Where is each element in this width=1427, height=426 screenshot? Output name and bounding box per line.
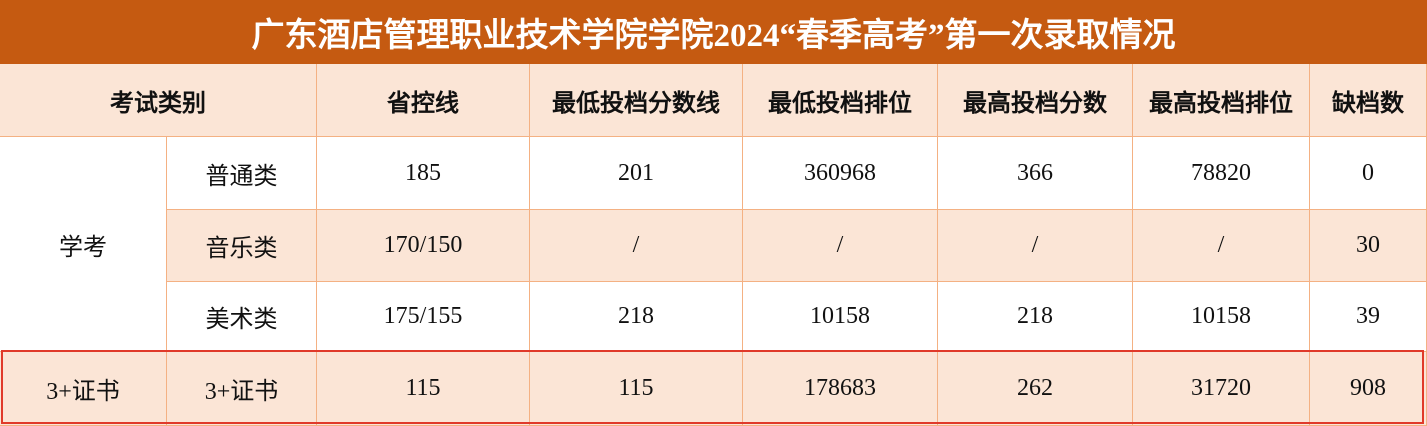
column-header: 最低投档排位 <box>743 64 938 137</box>
table-cell: 262 <box>938 352 1133 426</box>
column-header: 省控线 <box>317 64 530 137</box>
table-cell: / <box>530 210 743 282</box>
table-cell: 185 <box>317 137 530 210</box>
column-header: 缺档数 <box>1310 64 1427 137</box>
table-cell: 178683 <box>743 352 938 426</box>
column-header: 最高投档分数 <box>938 64 1133 137</box>
column-header: 最低投档分数线 <box>530 64 743 137</box>
column-header: 考试类别 <box>0 64 317 137</box>
table-cell: 10158 <box>1133 282 1310 352</box>
row-label: 音乐类 <box>167 210 317 282</box>
table-cell: 78820 <box>1133 137 1310 210</box>
row-label: 3+证书 <box>167 352 317 426</box>
table-cell: 30 <box>1310 210 1427 282</box>
table-cell: 115 <box>530 352 743 426</box>
table-cell: 201 <box>530 137 743 210</box>
table-cell: 10158 <box>743 282 938 352</box>
table-cell: 170/150 <box>317 210 530 282</box>
table-cell: 31720 <box>1133 352 1310 426</box>
table-cell: 360968 <box>743 137 938 210</box>
table-cell: 908 <box>1310 352 1427 426</box>
table-cell: / <box>1133 210 1310 282</box>
table-cell: 39 <box>1310 282 1427 352</box>
table-cell: 0 <box>1310 137 1427 210</box>
table-cell: 218 <box>938 282 1133 352</box>
group-label: 学考 <box>0 137 167 352</box>
group-label: 3+证书 <box>0 352 167 426</box>
column-header: 最高投档排位 <box>1133 64 1310 137</box>
row-label: 普通类 <box>167 137 317 210</box>
table-cell: 218 <box>530 282 743 352</box>
table-cell: / <box>743 210 938 282</box>
table-cell: 175/155 <box>317 282 530 352</box>
row-label: 美术类 <box>167 282 317 352</box>
table-cell: / <box>938 210 1133 282</box>
table-title: 广东酒店管理职业技术学院学院2024“春季高考”第一次录取情况 <box>0 0 1427 64</box>
table-cell: 366 <box>938 137 1133 210</box>
table-cell: 115 <box>317 352 530 426</box>
